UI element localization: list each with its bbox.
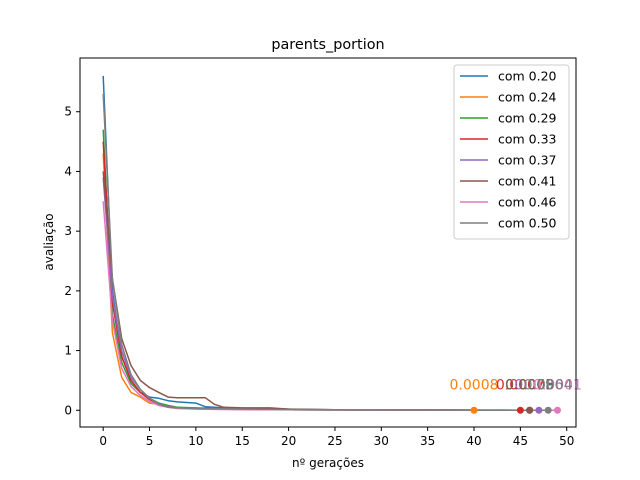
end-marker-1 (470, 406, 478, 414)
y-axis: 0 1 2 3 4 5 (64, 105, 80, 417)
end-value-label-7: 0.0004 (524, 377, 573, 393)
chart-title: parents_portion (271, 37, 384, 53)
end-marker-4 (535, 406, 543, 414)
end-value-label-0: 0.0009 (505, 377, 554, 393)
x-tick-label: 25 (327, 434, 342, 448)
series-line-7 (102, 93, 549, 412)
plot-area (102, 75, 558, 412)
x-tick-label: 35 (420, 434, 435, 448)
legend-box (453, 64, 570, 240)
x-tick-label: 10 (188, 434, 203, 448)
x-tick-label: 5 (146, 434, 154, 448)
y-axis-label: avaliação (42, 213, 56, 270)
end-value-label-2: 0.0008 (505, 377, 554, 393)
x-tick-label: 50 (559, 434, 574, 448)
x-axis: 0 5 10 15 20 25 30 35 40 45 50 (99, 427, 574, 448)
end-value-label-6: 0.0001 (533, 377, 582, 393)
end-marker-7 (544, 406, 552, 414)
legend-label-4: com 0.37 (498, 153, 557, 168)
x-tick-label: 45 (513, 434, 528, 448)
x-tick-label: 40 (466, 434, 481, 448)
y-tick-label: 3 (64, 224, 72, 238)
end-marker-3 (516, 406, 524, 414)
end-marker-5 (526, 406, 534, 414)
end-value-label-4: 0.0006 (514, 377, 563, 393)
plot-frame (79, 57, 577, 428)
legend: com 0.20 com 0.24 com 0.29 com 0.33 com 0.37… (453, 64, 570, 240)
legend-label-3: com 0.33 (498, 132, 557, 147)
x-tick-label: 0 (99, 434, 107, 448)
x-tick-label: 15 (235, 434, 250, 448)
legend-label-1: com 0.24 (498, 90, 557, 105)
legend-label-6: com 0.46 (498, 195, 557, 210)
legend-label-2: com 0.29 (498, 111, 557, 126)
y-tick-label: 2 (64, 284, 72, 298)
y-tick-label: 4 (64, 164, 72, 178)
end-value-label-3: 0.0007 (496, 377, 545, 393)
legend-label-0: com 0.20 (498, 69, 557, 84)
legend-label-7: com 0.50 (498, 216, 557, 231)
y-tick-label: 0 (64, 403, 72, 417)
x-tick-label: 30 (374, 434, 389, 448)
y-tick-label: 5 (64, 105, 72, 119)
end-marker-6 (553, 406, 561, 414)
end-value-label-1: 0.0008 (450, 377, 499, 393)
legend-label-5: com 0.41 (498, 174, 557, 189)
x-axis-label: nº gerações (292, 456, 364, 470)
y-tick-label: 1 (64, 344, 72, 358)
x-tick-label: 20 (281, 434, 296, 448)
end-value-label-5: 0.0005 (505, 377, 554, 393)
